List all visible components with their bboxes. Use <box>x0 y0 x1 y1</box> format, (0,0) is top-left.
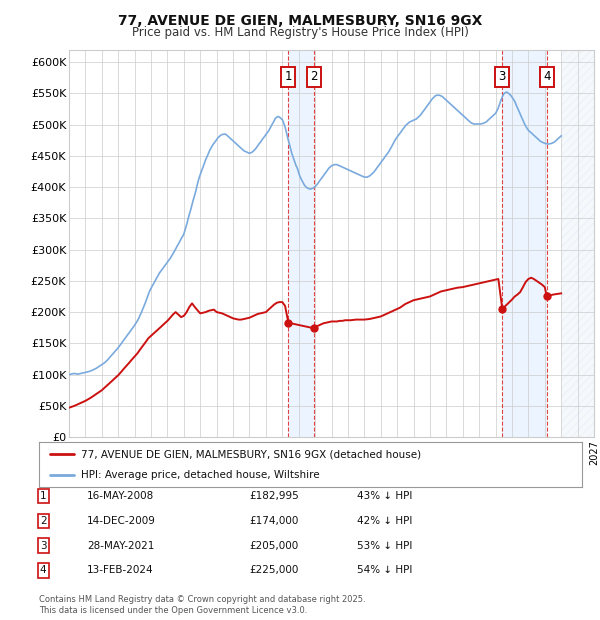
Text: 1: 1 <box>40 491 47 501</box>
Text: 3: 3 <box>499 70 506 83</box>
Text: 54% ↓ HPI: 54% ↓ HPI <box>357 565 412 575</box>
Text: Price paid vs. HM Land Registry's House Price Index (HPI): Price paid vs. HM Land Registry's House … <box>131 26 469 39</box>
Text: 77, AVENUE DE GIEN, MALMESBURY, SN16 9GX: 77, AVENUE DE GIEN, MALMESBURY, SN16 9GX <box>118 14 482 28</box>
Text: 4: 4 <box>40 565 47 575</box>
Text: 16-MAY-2008: 16-MAY-2008 <box>87 491 154 501</box>
Text: 1: 1 <box>284 70 292 83</box>
Bar <box>502 50 547 437</box>
Text: £174,000: £174,000 <box>249 516 298 526</box>
Text: 2: 2 <box>311 70 318 83</box>
Text: 3: 3 <box>40 541 47 551</box>
Text: £182,995: £182,995 <box>249 491 299 501</box>
Text: Contains HM Land Registry data © Crown copyright and database right 2025.: Contains HM Land Registry data © Crown c… <box>39 595 365 604</box>
Text: HPI: Average price, detached house, Wiltshire: HPI: Average price, detached house, Wilt… <box>82 469 320 480</box>
Text: 13-FEB-2024: 13-FEB-2024 <box>87 565 154 575</box>
Bar <box>289 50 314 437</box>
Text: 2: 2 <box>40 516 47 526</box>
Text: £205,000: £205,000 <box>249 541 298 551</box>
Bar <box>561 50 594 437</box>
Text: 53% ↓ HPI: 53% ↓ HPI <box>357 541 412 551</box>
Text: 14-DEC-2009: 14-DEC-2009 <box>87 516 156 526</box>
Text: 42% ↓ HPI: 42% ↓ HPI <box>357 516 412 526</box>
Text: 4: 4 <box>543 70 551 83</box>
Text: 43% ↓ HPI: 43% ↓ HPI <box>357 491 412 501</box>
Text: 28-MAY-2021: 28-MAY-2021 <box>87 541 154 551</box>
Text: This data is licensed under the Open Government Licence v3.0.: This data is licensed under the Open Gov… <box>39 606 307 615</box>
Text: £225,000: £225,000 <box>249 565 298 575</box>
Text: 77, AVENUE DE GIEN, MALMESBURY, SN16 9GX (detached house): 77, AVENUE DE GIEN, MALMESBURY, SN16 9GX… <box>82 449 421 459</box>
